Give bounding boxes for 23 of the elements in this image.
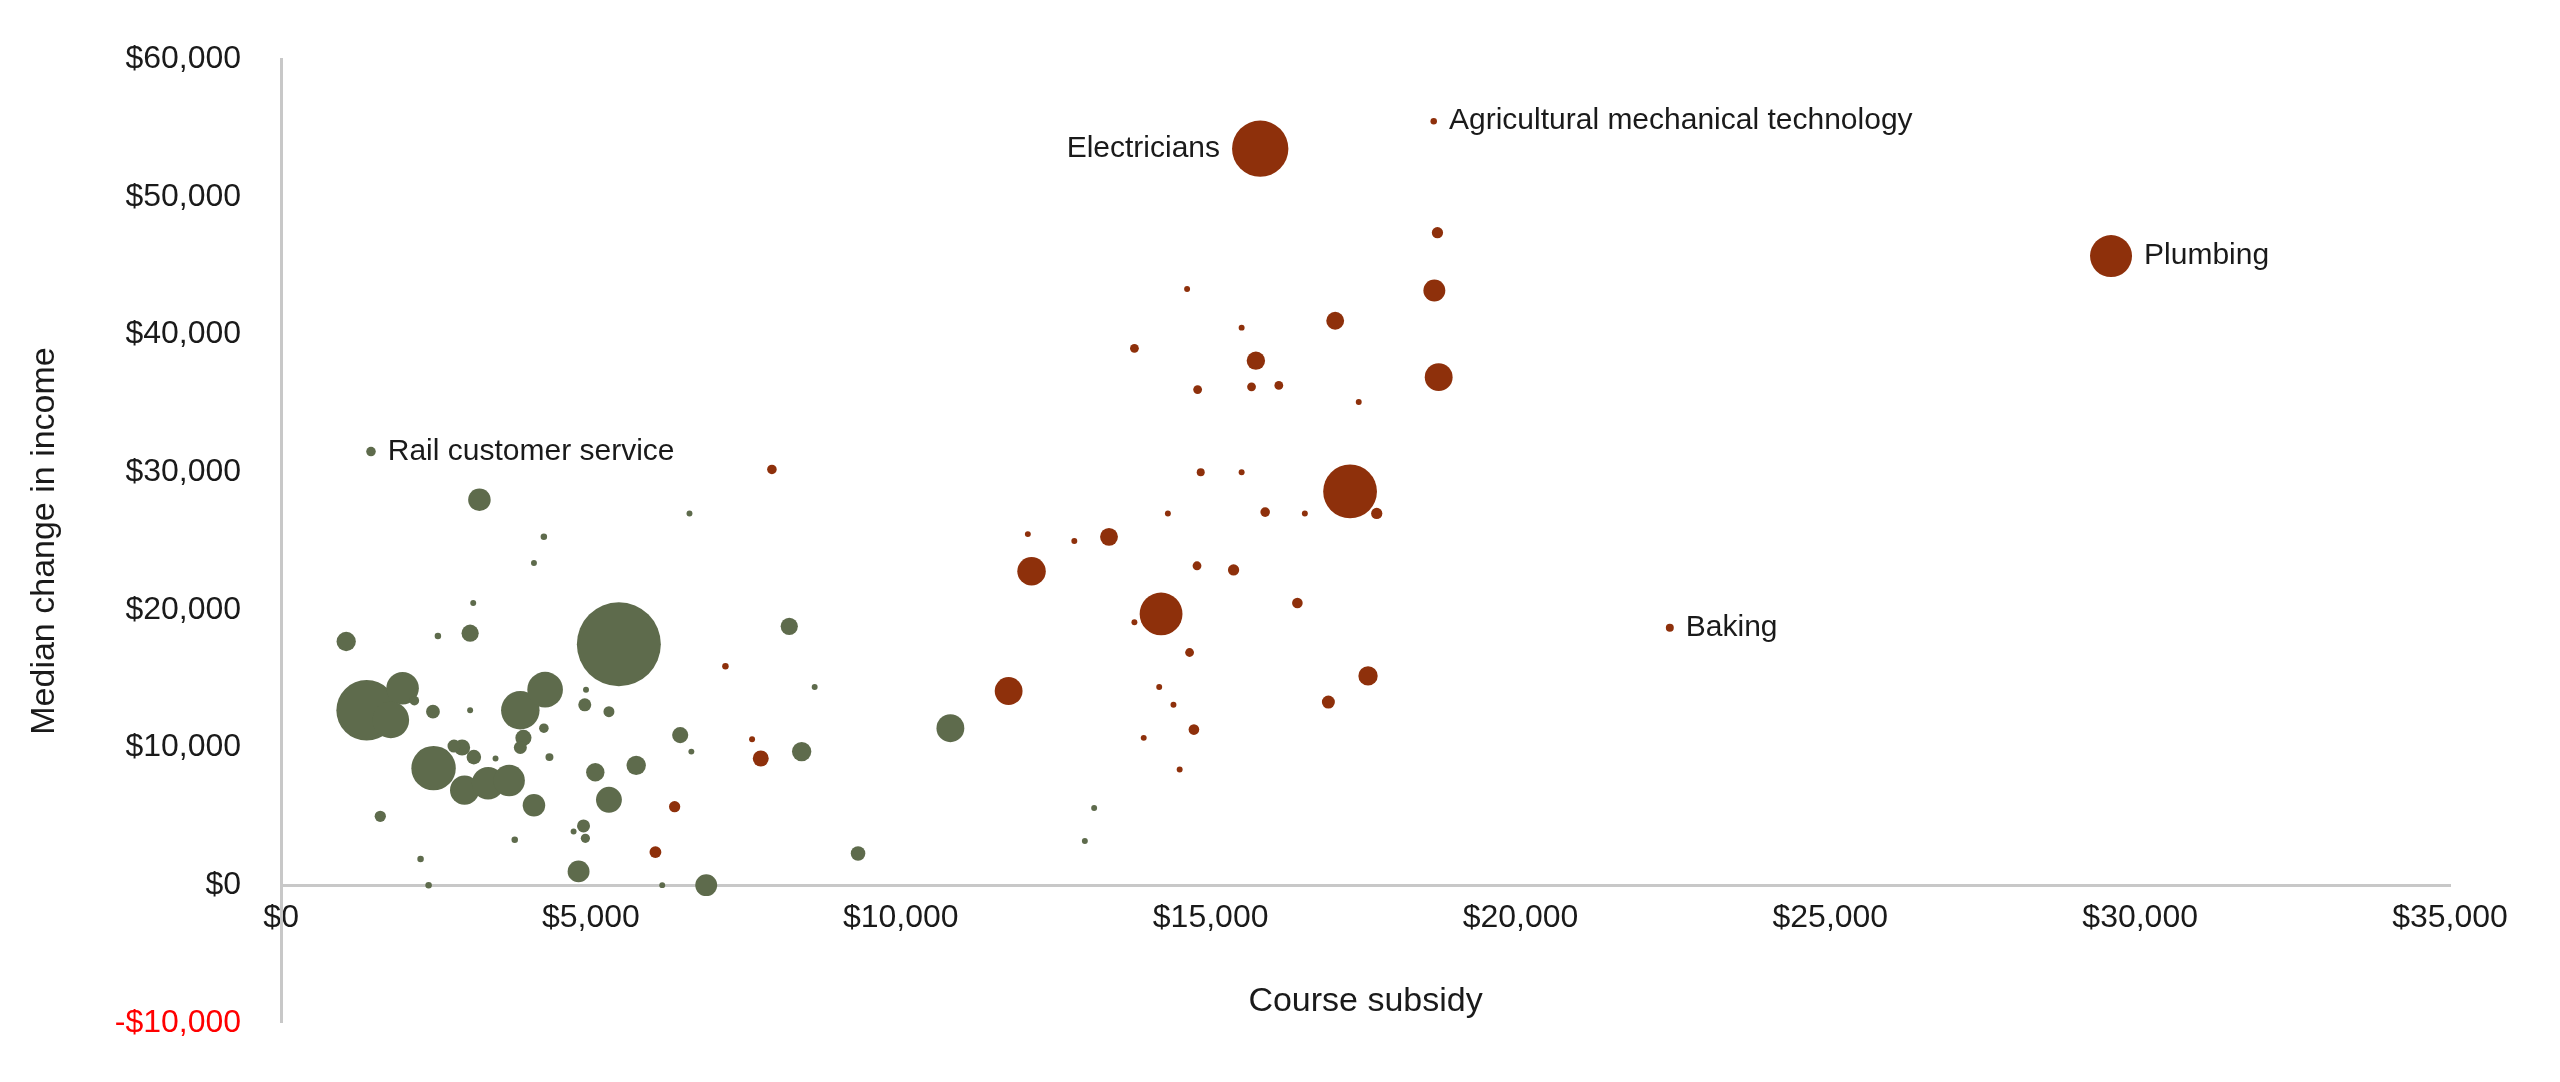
x-tick-label: $10,000 [842,898,959,935]
x-tick-label: $0 [263,898,299,935]
y-axis-title: Median change in income [22,347,61,735]
annotation: Rail customer service [387,432,675,466]
y-tick-label: $10,000 [125,727,242,764]
annotation: Agricultural mechanical technology [1448,102,1913,136]
x-axis-title: Course subsidy [1248,980,1483,1019]
x-tick-label: $30,000 [2082,898,2198,935]
x-tick-label: $25,000 [1772,898,1889,935]
y-tick-label: $20,000 [125,589,242,626]
x-tick-label: $35,000 [2392,898,2508,935]
annotation: Plumbing [2144,237,2270,271]
annotation: Electricians [1066,129,1221,163]
y-tick-label: $0 [205,864,242,901]
x-tick-label: $20,000 [1462,898,1579,935]
x-tick-label: $15,000 [1152,898,1269,935]
y-tick-label: $50,000 [125,176,242,213]
y-tick-label: $30,000 [125,452,242,488]
annotation: Baking [1685,608,1778,642]
y-tick-label: $60,000 [125,39,242,76]
y-tick-label: -$10,000 [114,1002,242,1039]
x-tick-label: $5,000 [542,898,640,935]
y-tick-label: $40,000 [125,314,242,351]
